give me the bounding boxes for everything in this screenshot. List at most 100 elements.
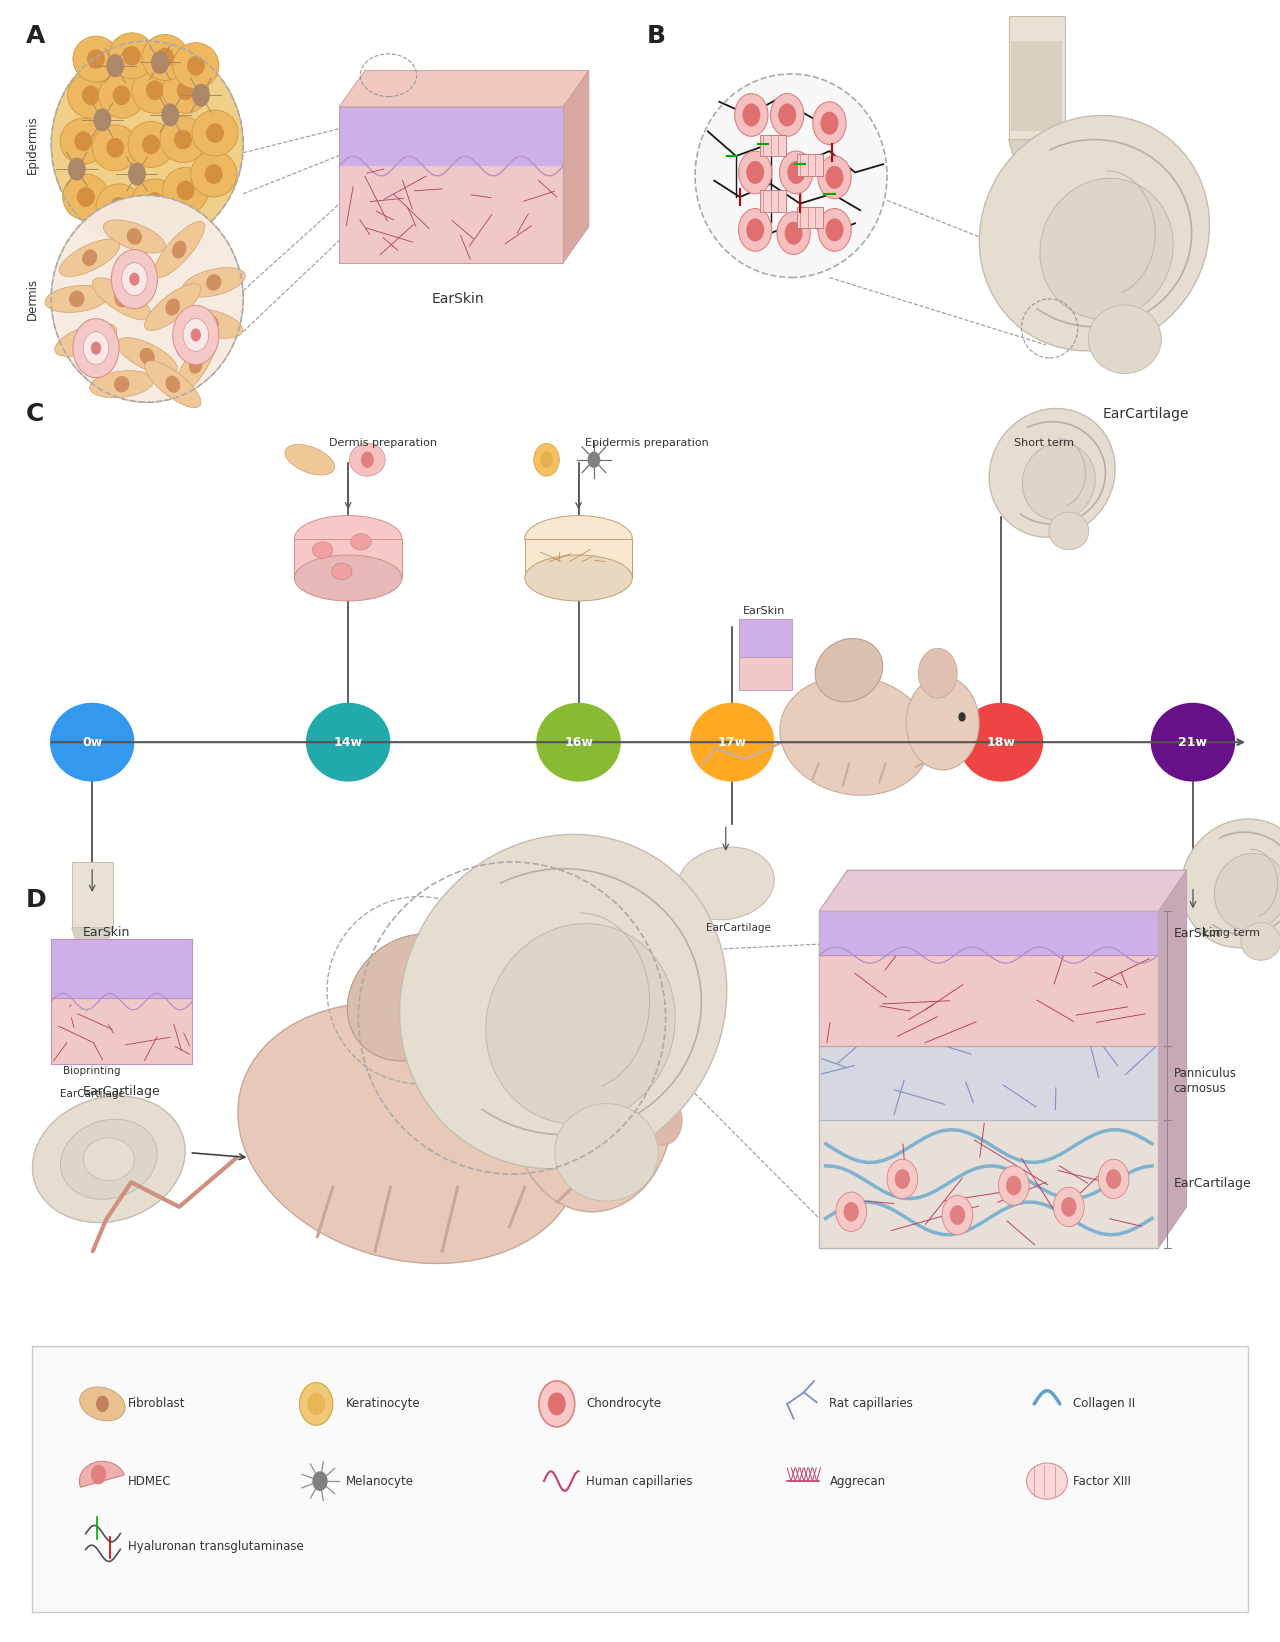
Text: Melanocyte: Melanocyte bbox=[346, 1475, 413, 1488]
Ellipse shape bbox=[60, 1120, 157, 1199]
Bar bbox=[339, 166, 563, 263]
Bar bbox=[819, 1120, 1158, 1248]
Ellipse shape bbox=[73, 36, 119, 82]
Ellipse shape bbox=[45, 286, 109, 312]
Ellipse shape bbox=[154, 222, 205, 277]
Text: 18w: 18w bbox=[987, 736, 1015, 749]
Text: EarSkin: EarSkin bbox=[742, 606, 786, 616]
Ellipse shape bbox=[99, 72, 145, 118]
Ellipse shape bbox=[113, 85, 131, 105]
Text: C: C bbox=[26, 402, 44, 425]
Bar bbox=[819, 956, 1158, 1046]
Ellipse shape bbox=[1039, 179, 1174, 319]
Ellipse shape bbox=[173, 43, 219, 89]
Text: Hyaluronan transglutaminase: Hyaluronan transglutaminase bbox=[128, 1540, 303, 1553]
Bar bbox=[86, 961, 99, 977]
Ellipse shape bbox=[349, 443, 385, 476]
Ellipse shape bbox=[156, 48, 174, 67]
Text: Chondrocyte: Chondrocyte bbox=[586, 1397, 662, 1410]
Text: Bioprinting: Bioprinting bbox=[64, 1066, 120, 1076]
Polygon shape bbox=[72, 928, 113, 961]
Bar bbox=[797, 154, 823, 176]
Ellipse shape bbox=[92, 125, 138, 171]
Ellipse shape bbox=[68, 72, 114, 118]
Ellipse shape bbox=[114, 376, 129, 392]
Ellipse shape bbox=[60, 988, 137, 1054]
Ellipse shape bbox=[1215, 854, 1280, 931]
Bar bbox=[739, 657, 792, 690]
Ellipse shape bbox=[1027, 1463, 1068, 1499]
Ellipse shape bbox=[90, 371, 154, 397]
Circle shape bbox=[122, 263, 147, 296]
Circle shape bbox=[1053, 1187, 1084, 1227]
Ellipse shape bbox=[76, 1002, 122, 1041]
Ellipse shape bbox=[142, 135, 160, 154]
Polygon shape bbox=[79, 1461, 124, 1488]
Circle shape bbox=[787, 161, 805, 184]
Ellipse shape bbox=[1088, 305, 1161, 373]
Polygon shape bbox=[1009, 140, 1065, 197]
Ellipse shape bbox=[485, 923, 676, 1125]
Bar bbox=[1011, 41, 1062, 131]
Circle shape bbox=[780, 151, 813, 194]
Bar bbox=[525, 539, 632, 578]
Circle shape bbox=[129, 273, 140, 286]
Ellipse shape bbox=[815, 639, 883, 701]
Circle shape bbox=[544, 947, 621, 1048]
Text: Factor XIII: Factor XIII bbox=[1073, 1475, 1130, 1488]
Circle shape bbox=[826, 218, 844, 241]
Text: EarSkin: EarSkin bbox=[1174, 926, 1221, 939]
Ellipse shape bbox=[677, 847, 774, 920]
Ellipse shape bbox=[1181, 819, 1280, 947]
Polygon shape bbox=[819, 870, 1187, 911]
Ellipse shape bbox=[294, 555, 402, 601]
Ellipse shape bbox=[110, 197, 128, 217]
Bar bbox=[760, 190, 786, 212]
Text: EarCartilage: EarCartilage bbox=[1174, 1177, 1252, 1190]
Bar bbox=[339, 107, 563, 166]
Circle shape bbox=[826, 166, 844, 189]
Circle shape bbox=[539, 1381, 575, 1427]
Polygon shape bbox=[339, 71, 589, 107]
Circle shape bbox=[820, 112, 838, 135]
Ellipse shape bbox=[83, 1138, 134, 1181]
Ellipse shape bbox=[177, 181, 195, 200]
Circle shape bbox=[1061, 1197, 1076, 1217]
Ellipse shape bbox=[128, 122, 174, 167]
Bar bbox=[819, 911, 1158, 1248]
Circle shape bbox=[739, 151, 772, 194]
Ellipse shape bbox=[189, 355, 202, 374]
Text: 0w: 0w bbox=[82, 736, 102, 749]
Circle shape bbox=[73, 319, 119, 378]
Circle shape bbox=[998, 1166, 1029, 1205]
Text: EarSkin: EarSkin bbox=[431, 292, 484, 305]
Ellipse shape bbox=[187, 56, 205, 76]
Circle shape bbox=[93, 108, 111, 131]
Ellipse shape bbox=[206, 274, 221, 291]
Bar bbox=[760, 135, 786, 156]
Circle shape bbox=[735, 94, 768, 136]
Circle shape bbox=[312, 1471, 328, 1491]
Ellipse shape bbox=[79, 1387, 125, 1420]
Ellipse shape bbox=[1151, 703, 1235, 782]
Ellipse shape bbox=[92, 277, 151, 320]
Ellipse shape bbox=[127, 228, 142, 245]
Ellipse shape bbox=[1240, 923, 1280, 961]
Ellipse shape bbox=[192, 110, 238, 156]
Ellipse shape bbox=[525, 555, 632, 601]
Circle shape bbox=[96, 1396, 109, 1412]
Circle shape bbox=[83, 332, 109, 365]
Ellipse shape bbox=[536, 703, 621, 782]
Circle shape bbox=[818, 156, 851, 199]
Ellipse shape bbox=[172, 241, 187, 258]
Circle shape bbox=[106, 54, 124, 77]
Ellipse shape bbox=[959, 703, 1043, 782]
Circle shape bbox=[1006, 1176, 1021, 1195]
Polygon shape bbox=[1158, 870, 1187, 1248]
Text: Short term: Short term bbox=[1014, 438, 1074, 448]
Circle shape bbox=[950, 1205, 965, 1225]
Ellipse shape bbox=[780, 677, 931, 795]
Circle shape bbox=[548, 1392, 566, 1415]
Circle shape bbox=[307, 1392, 325, 1415]
Ellipse shape bbox=[177, 80, 195, 100]
